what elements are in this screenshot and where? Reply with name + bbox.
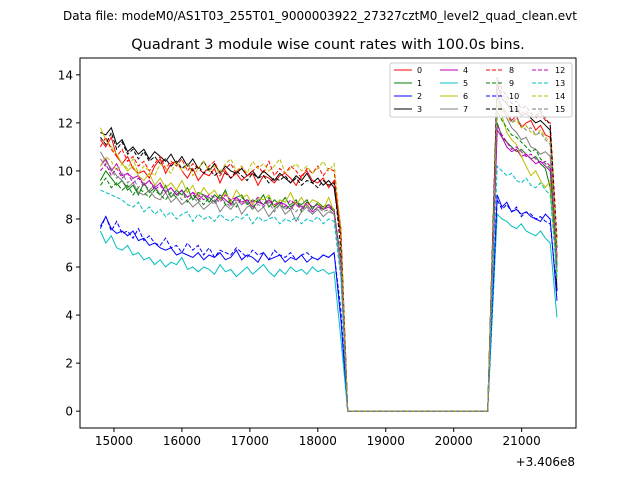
legend-label-8: 8 xyxy=(509,66,514,75)
legend-label-3: 3 xyxy=(417,105,422,114)
x-tick-label: 20000 xyxy=(435,434,473,448)
x-tick-label: 18000 xyxy=(299,434,337,448)
series-line-3 xyxy=(100,84,558,412)
x-offset-label: +3.406e8 xyxy=(516,455,575,469)
x-tick-label: 17000 xyxy=(231,434,269,448)
series-line-13 xyxy=(100,164,558,412)
series-line-10 xyxy=(99,197,558,412)
series-line-7 xyxy=(99,98,558,412)
x-tick-label: 21000 xyxy=(503,434,541,448)
legend-label-12: 12 xyxy=(555,66,565,75)
legend-label-0: 0 xyxy=(417,66,422,75)
series-line-8 xyxy=(99,79,558,412)
legend-label-14: 14 xyxy=(555,92,565,101)
series-line-5 xyxy=(99,213,558,412)
x-tick-label: 16000 xyxy=(163,434,201,448)
legend-label-1: 1 xyxy=(417,79,422,88)
legend-label-10: 10 xyxy=(509,92,519,101)
y-tick-label: 12 xyxy=(58,116,73,130)
legend-label-9: 9 xyxy=(509,79,514,88)
y-tick-label: 10 xyxy=(58,164,73,178)
plot-frame xyxy=(79,57,577,429)
y-tick-label: 4 xyxy=(65,309,73,323)
x-tick-label: 19000 xyxy=(367,434,405,448)
y-tick-label: 0 xyxy=(65,405,73,419)
series-line-14 xyxy=(99,100,558,412)
x-tick-label: 15000 xyxy=(95,434,133,448)
series-lines xyxy=(99,77,558,412)
series-line-0 xyxy=(100,91,558,412)
data-file-label: Data file: modeM0/AS1T03_255T01_90000039… xyxy=(63,9,577,23)
legend-label-2: 2 xyxy=(417,92,422,101)
y-axis: 0 2 4 6 8 10 12 14 xyxy=(58,68,80,419)
y-tick-label: 14 xyxy=(58,68,73,82)
chart-title: Quadrant 3 module wise count rates with … xyxy=(131,37,525,53)
series-line-2 xyxy=(99,194,558,412)
legend-label-11: 11 xyxy=(509,105,519,114)
series-line-11 xyxy=(100,77,558,412)
series-line-6 xyxy=(99,103,558,412)
y-tick-label: 2 xyxy=(65,357,73,371)
y-tick-label: 6 xyxy=(65,261,73,275)
legend-box xyxy=(389,62,573,118)
series-line-15 xyxy=(100,96,558,412)
legend-label-15: 15 xyxy=(555,105,565,114)
series-line-12 xyxy=(100,125,558,412)
legend-label-7: 7 xyxy=(463,105,468,114)
legend-label-4: 4 xyxy=(463,66,468,75)
legend-label-13: 13 xyxy=(555,79,565,88)
legend-label-6: 6 xyxy=(463,92,468,101)
series-line-4 xyxy=(100,128,558,412)
legend-label-5: 5 xyxy=(463,79,468,88)
y-tick-label: 8 xyxy=(65,212,73,226)
x-axis: 15000 16000 17000 18000 19000 20000 21000 xyxy=(95,428,541,448)
